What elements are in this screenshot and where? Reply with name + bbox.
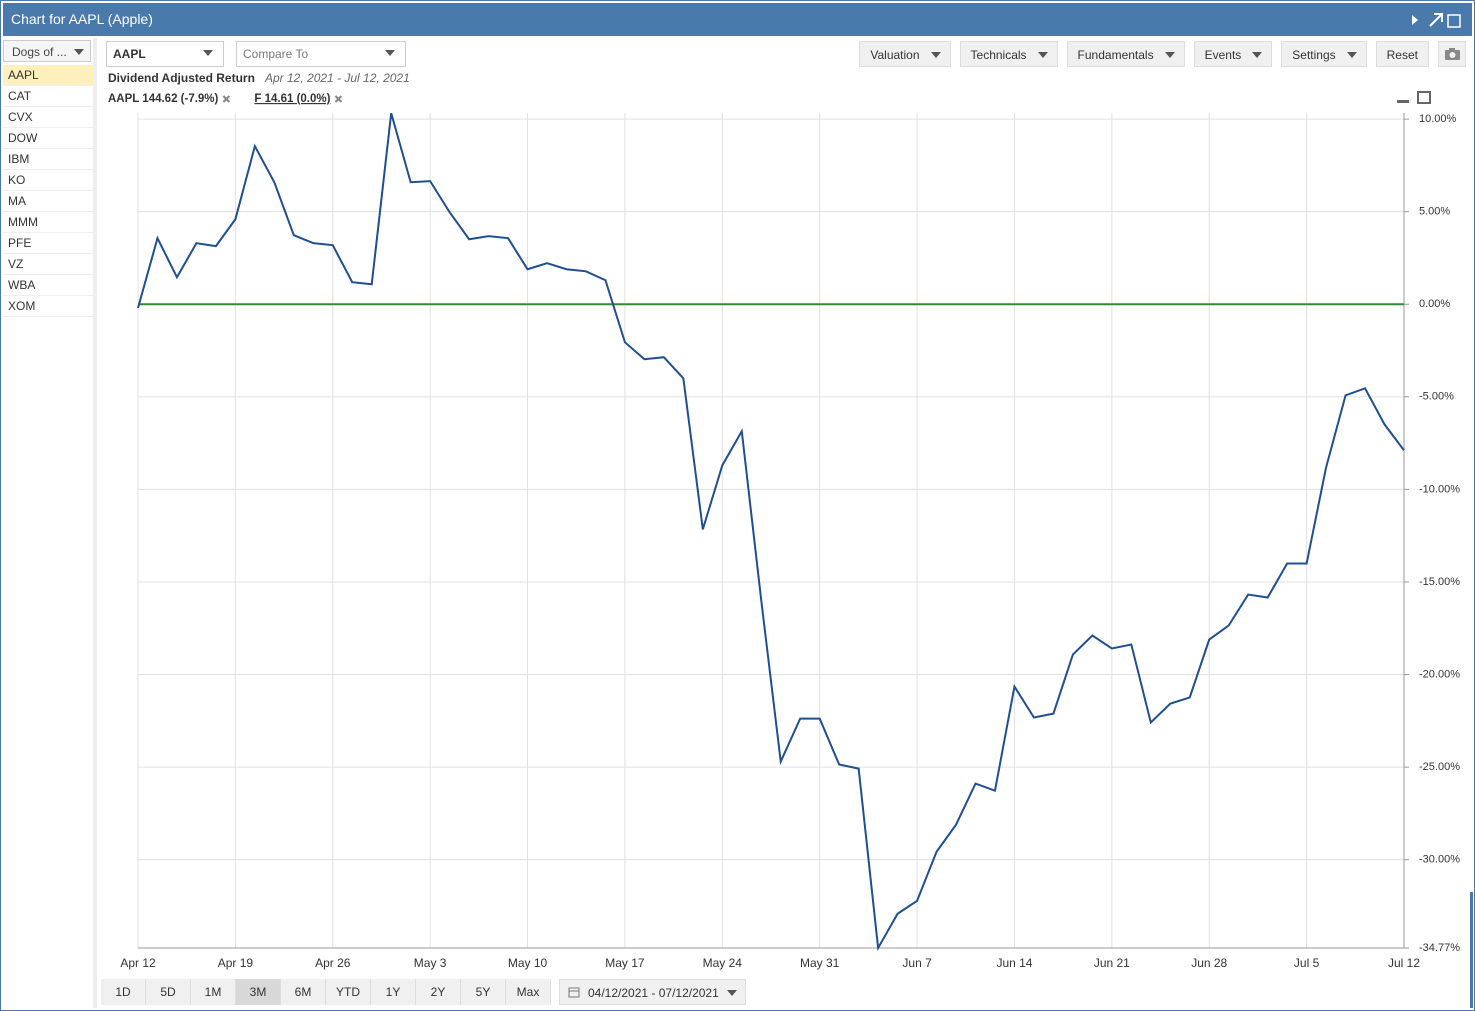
symbol-item[interactable]: WBA xyxy=(3,275,93,296)
range-button[interactable]: 5Y xyxy=(461,979,506,1005)
y-tick-label: -30.00% xyxy=(1419,854,1460,866)
x-tick-label: May 17 xyxy=(605,956,645,970)
x-tick-label: Jul 5 xyxy=(1294,956,1320,970)
reset-button[interactable]: Reset xyxy=(1375,41,1429,67)
legend-entry: F 14.61 (0.0%) xyxy=(254,93,330,105)
legend-remove[interactable] xyxy=(334,95,343,103)
header: Chart for AAPL (Apple) xyxy=(3,3,1472,36)
range-buttons: 1D 5D 1M 3M 6M YTD 1Y 2Y 5Y Max xyxy=(101,979,551,1005)
x-tick-label: Jun 7 xyxy=(902,956,932,970)
camera-button[interactable] xyxy=(1438,41,1466,67)
scroll-indicator xyxy=(1470,892,1473,1008)
symbol-item[interactable]: AAPL xyxy=(3,65,93,86)
remove-stroke xyxy=(222,95,231,103)
x-tick-label: Jul 12 xyxy=(1388,956,1420,970)
list-select[interactable]: Dogs of ... xyxy=(3,40,91,62)
sidebar xyxy=(3,38,97,1008)
y-tick-label: -34.77% xyxy=(1419,942,1460,954)
chart-subtitle: Apr 12, 2021 - Jul 12, 2021 xyxy=(264,71,410,85)
y-tick-label: -25.00% xyxy=(1419,761,1460,773)
menu-label: Settings xyxy=(1292,48,1336,62)
compare-placeholder: Compare To xyxy=(243,47,309,61)
y-tick-label: -10.00% xyxy=(1419,483,1460,495)
list-select-text: Dogs of ... xyxy=(12,45,67,59)
menu-button[interactable]: Events xyxy=(1193,41,1273,67)
range-button[interactable]: 1Y xyxy=(371,979,416,1005)
x-tick-label: Apr 19 xyxy=(218,956,254,970)
x-tick-label: May 24 xyxy=(703,956,743,970)
menu-label: Valuation xyxy=(870,48,920,62)
x-tick-label: Jun 28 xyxy=(1191,956,1227,970)
menu-label: Events xyxy=(1204,48,1242,62)
legend-entry: AAPL 144.62 (-7.9%) xyxy=(108,93,219,105)
y-tick-label: -20.00% xyxy=(1419,668,1460,680)
range-button[interactable]: 1D xyxy=(101,979,146,1005)
menu-bar: Valuation Technicals Fundamentals Events Set… xyxy=(859,41,1466,67)
symbol-item[interactable]: PFE xyxy=(3,233,93,254)
header-icons[interactable] xyxy=(1408,11,1464,29)
maximize-icon[interactable] xyxy=(1417,91,1431,104)
range-button[interactable]: 3M xyxy=(236,979,281,1005)
menu-button[interactable]: Settings xyxy=(1281,41,1367,67)
x-tick-label: May 3 xyxy=(414,956,447,970)
symbol-item[interactable]: XOM xyxy=(3,296,93,317)
y-tick-label: -5.00% xyxy=(1419,391,1454,403)
y-tick-label: 10.00% xyxy=(1419,113,1457,125)
y-tick-label: -15.00% xyxy=(1419,576,1460,588)
range-button[interactable]: 2Y xyxy=(416,979,461,1005)
date-range[interactable]: 04/12/2021 - 07/12/2021 xyxy=(559,979,746,1005)
symbol-item[interactable]: CVX xyxy=(3,107,93,128)
menu-button[interactable]: Valuation xyxy=(859,41,951,67)
range-button[interactable]: 6M xyxy=(281,979,326,1005)
symbol-list: AAPL CAT CVX DOW IBM KO MA MMM PFE VZ WBA XOM xyxy=(3,65,93,317)
range-button[interactable]: Max xyxy=(506,979,551,1005)
x-tick-label: May 31 xyxy=(800,956,840,970)
x-tick-label: Jun 14 xyxy=(996,956,1032,970)
y-tick-label: 0.00% xyxy=(1419,298,1450,310)
remove-stroke xyxy=(334,95,343,103)
range-button[interactable]: 1M xyxy=(191,979,236,1005)
menu-label: Fundamentals xyxy=(1077,48,1154,62)
menu-button[interactable]: Fundamentals xyxy=(1066,41,1185,67)
symbol-item[interactable]: VZ xyxy=(3,254,93,275)
symbol-item[interactable]: MMM xyxy=(3,212,93,233)
menu-label: Technicals xyxy=(970,48,1027,62)
x-tick-label: Apr 12 xyxy=(120,956,156,970)
menu-button[interactable]: Technicals xyxy=(959,41,1058,67)
series-line xyxy=(137,112,1405,952)
header-title: Chart for AAPL (Apple) xyxy=(11,11,153,27)
symbol-item[interactable]: MA xyxy=(3,191,93,212)
compare-input[interactable]: Compare To xyxy=(236,41,406,67)
symbol-item[interactable]: IBM xyxy=(3,149,93,170)
symbol-item[interactable]: KO xyxy=(3,170,93,191)
legend-remove[interactable] xyxy=(222,95,231,103)
date-range-text: 04/12/2021 - 07/12/2021 xyxy=(588,986,719,1000)
minimize-icon[interactable] xyxy=(1397,100,1409,103)
range-button[interactable]: YTD xyxy=(326,979,371,1005)
chart-title: Dividend Adjusted Return xyxy=(108,71,255,85)
y-tick-label: 5.00% xyxy=(1419,206,1450,218)
symbol-text: AAPL xyxy=(113,47,146,61)
x-tick-label: May 10 xyxy=(508,956,548,970)
symbol-item[interactable]: CAT xyxy=(3,86,93,107)
x-tick-label: Apr 26 xyxy=(315,956,351,970)
range-button[interactable]: 5D xyxy=(146,979,191,1005)
x-tick-label: Jun 21 xyxy=(1094,956,1130,970)
symbol-input[interactable]: AAPL xyxy=(106,41,224,67)
symbol-item[interactable]: DOW xyxy=(3,128,93,149)
